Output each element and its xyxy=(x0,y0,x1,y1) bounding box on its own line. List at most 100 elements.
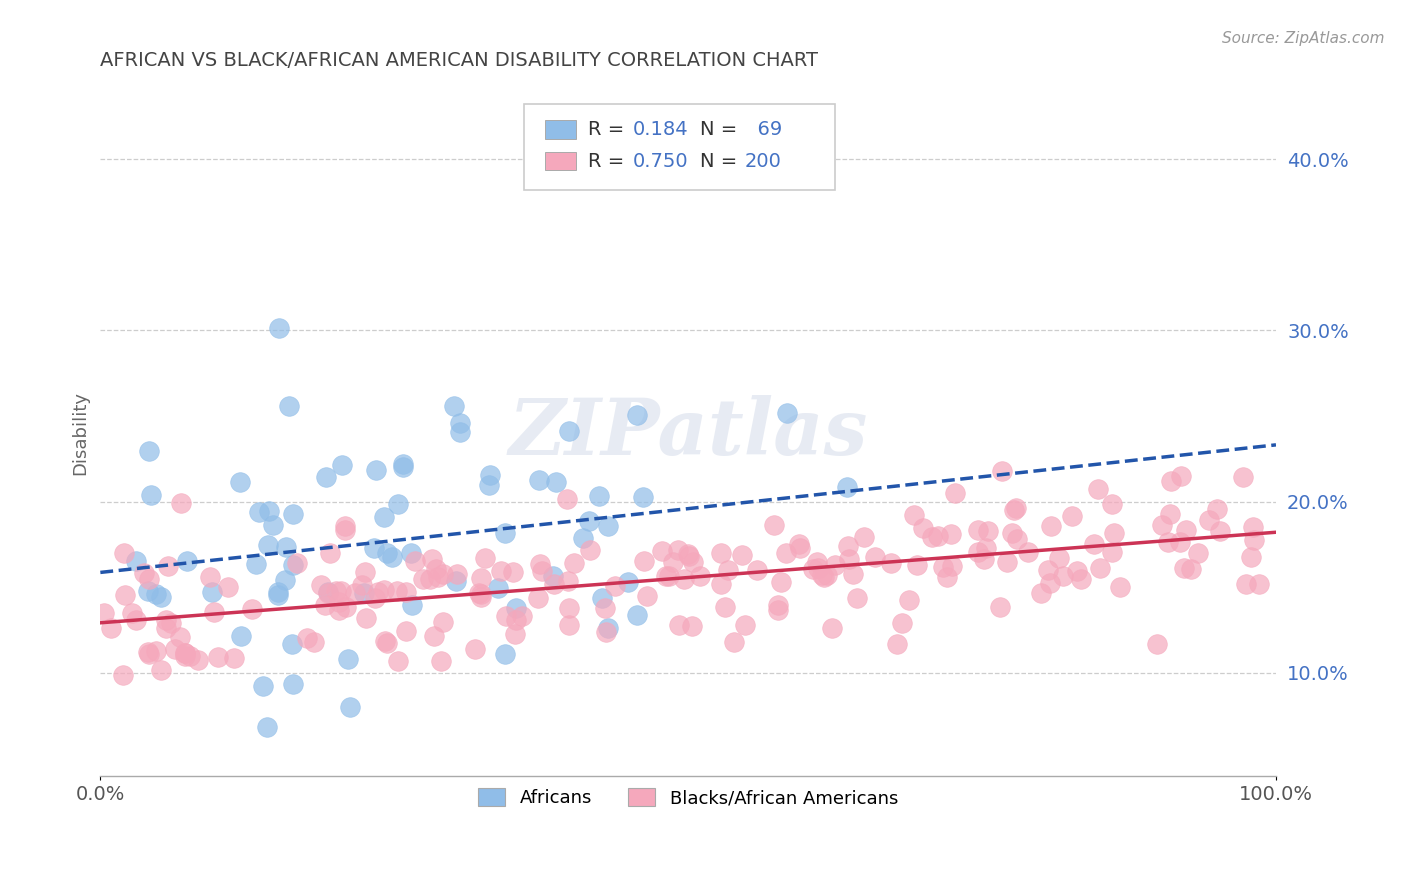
Point xyxy=(682,556,704,570)
Point xyxy=(344,586,367,600)
Point xyxy=(1240,550,1263,565)
Point xyxy=(1241,519,1264,533)
Point xyxy=(1206,501,1229,516)
Point xyxy=(395,585,418,599)
Point xyxy=(1243,533,1265,548)
Point xyxy=(631,490,654,504)
Point xyxy=(558,600,581,615)
Point xyxy=(375,546,398,560)
Point xyxy=(222,651,245,665)
Point xyxy=(1198,513,1220,527)
Point xyxy=(274,574,297,588)
Point xyxy=(426,570,449,584)
Point xyxy=(995,555,1018,569)
Point xyxy=(661,555,683,569)
Point xyxy=(339,699,361,714)
Point xyxy=(367,585,389,599)
Point xyxy=(787,537,810,551)
Point xyxy=(446,566,468,581)
FancyBboxPatch shape xyxy=(523,104,835,190)
Point xyxy=(531,564,554,578)
Point xyxy=(100,621,122,635)
Text: 0.750: 0.750 xyxy=(633,152,689,170)
Point xyxy=(626,607,648,622)
Point xyxy=(689,569,711,583)
Point xyxy=(766,599,789,613)
Point xyxy=(325,584,347,599)
Point xyxy=(385,583,408,598)
Point xyxy=(678,549,700,563)
Point xyxy=(470,591,492,605)
Point xyxy=(404,554,426,568)
Point xyxy=(803,562,825,576)
Point xyxy=(1090,561,1112,575)
Point xyxy=(734,618,756,632)
Point xyxy=(898,592,921,607)
Point xyxy=(1047,551,1070,566)
Point xyxy=(281,507,304,521)
Point xyxy=(596,621,619,635)
Point xyxy=(837,539,859,553)
Point xyxy=(332,458,354,472)
Point xyxy=(503,627,526,641)
Point xyxy=(651,543,673,558)
Point xyxy=(160,616,183,631)
Point xyxy=(936,570,959,584)
Point xyxy=(596,519,619,533)
Point xyxy=(124,554,146,568)
Point xyxy=(494,648,516,662)
Point xyxy=(853,530,876,544)
Point xyxy=(988,600,1011,615)
Point xyxy=(335,523,357,537)
Point xyxy=(470,571,492,585)
Point xyxy=(486,582,509,596)
Point xyxy=(470,587,492,601)
Point xyxy=(1005,500,1028,515)
Point xyxy=(297,632,319,646)
Point xyxy=(1108,580,1130,594)
Text: N =: N = xyxy=(700,120,744,139)
Point xyxy=(1029,586,1052,600)
Point xyxy=(1002,503,1025,517)
Point xyxy=(1160,475,1182,489)
Point xyxy=(315,470,337,484)
Point xyxy=(176,554,198,568)
Point xyxy=(474,551,496,566)
Point xyxy=(229,629,252,643)
Point xyxy=(202,605,225,619)
Point xyxy=(249,505,271,519)
Point xyxy=(229,475,252,489)
Point xyxy=(1180,562,1202,576)
Point xyxy=(673,573,696,587)
Point xyxy=(489,564,512,578)
Text: N =: N = xyxy=(700,152,744,170)
Point xyxy=(93,606,115,620)
Point xyxy=(356,611,378,625)
Point xyxy=(846,591,869,606)
Point xyxy=(444,574,467,588)
Point xyxy=(591,591,613,606)
Point xyxy=(886,637,908,651)
Point xyxy=(1001,526,1024,541)
Point xyxy=(478,477,501,491)
Point xyxy=(921,530,943,544)
Point xyxy=(449,425,471,439)
Point xyxy=(449,416,471,430)
Point xyxy=(927,529,949,543)
Point xyxy=(557,574,579,588)
Point xyxy=(603,579,626,593)
Point xyxy=(806,555,828,569)
Point xyxy=(276,541,298,555)
Point xyxy=(880,556,903,570)
Point xyxy=(824,558,846,573)
Point xyxy=(1005,532,1028,546)
Point xyxy=(155,622,177,636)
Point xyxy=(149,663,172,677)
Point xyxy=(173,649,195,664)
Point xyxy=(187,653,209,667)
Point xyxy=(502,565,524,579)
Point xyxy=(616,574,638,589)
Point xyxy=(252,679,274,693)
Text: ZIPatlas: ZIPatlas xyxy=(509,395,868,471)
Point xyxy=(350,577,373,591)
